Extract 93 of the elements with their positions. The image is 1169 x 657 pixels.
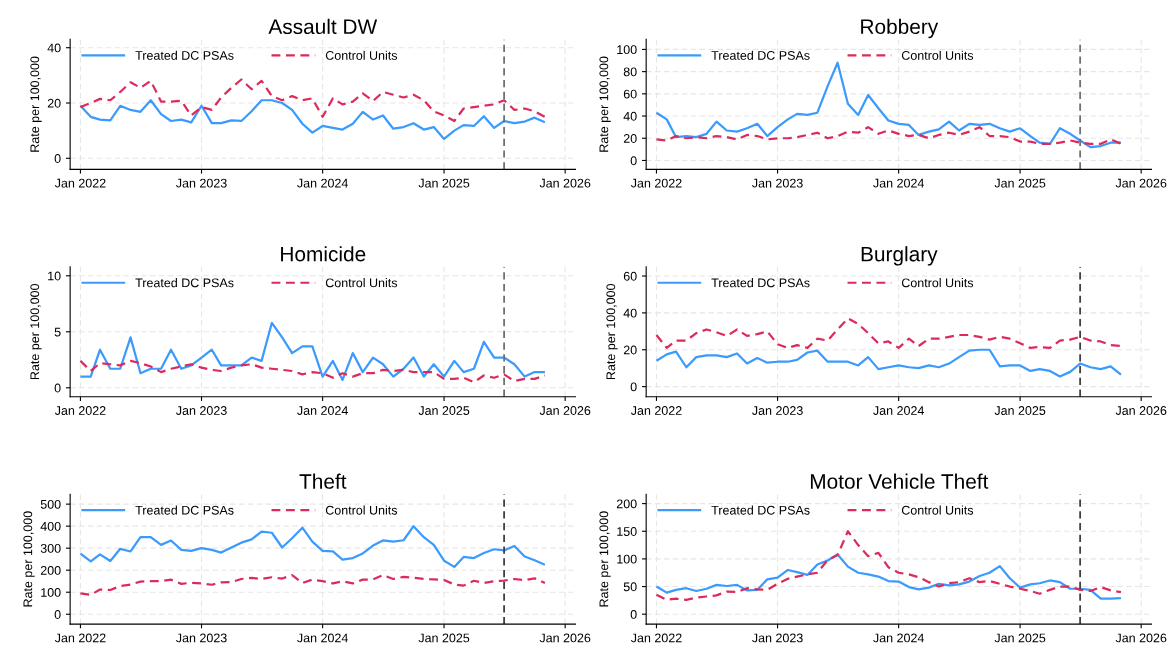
- y-tick-label: 60: [623, 89, 637, 99]
- y-axis-title: Rate per 100,000: [606, 283, 618, 380]
- y-tick-label: 60: [623, 271, 637, 281]
- x-tick-label: Jan 2024: [873, 406, 925, 415]
- y-tick-label: 0: [630, 156, 637, 166]
- x-tick-label: Jan 2025: [994, 178, 1046, 188]
- y-tick-label: 0: [630, 382, 637, 392]
- x-tick-label: Jan 2024: [297, 406, 348, 415]
- y-tick-label: 50: [623, 582, 637, 592]
- y-tick-label: 0: [54, 610, 61, 619]
- y-axis-title: Rate per 100,000: [599, 511, 611, 607]
- legend-label: Control Units: [325, 278, 398, 288]
- legend-label: Control Units: [901, 278, 974, 288]
- x-tick-label: Jan 2023: [176, 633, 227, 643]
- x-tick-label: Jan 2022: [54, 633, 106, 643]
- legend-label: Treated DC PSAs: [711, 278, 810, 288]
- chart-title: Assault DW: [268, 18, 378, 35]
- y-tick-label: 40: [623, 308, 637, 318]
- legend-label: Treated DC PSAs: [135, 505, 234, 515]
- y-tick-label: 20: [623, 345, 637, 355]
- y-tick-label: 300: [40, 543, 61, 553]
- x-tick-label: Jan 2024: [873, 178, 925, 188]
- legend-label: Treated DC PSAs: [135, 278, 234, 288]
- x-tick-label: Jan 2022: [54, 178, 106, 188]
- line-series: [655, 348, 1123, 378]
- legend-label: Control Units: [325, 505, 398, 515]
- y-tick-label: 5: [54, 327, 61, 337]
- y-tick-label: 0: [54, 383, 61, 393]
- x-tick-label: Jan 2024: [297, 633, 348, 643]
- x-tick-label: Jan 2026: [1115, 178, 1167, 188]
- y-axis-title: Rate per 100,000: [30, 283, 42, 380]
- y-tick-label: 500: [40, 499, 61, 509]
- y-axis-title: Rate per 100,000: [30, 56, 42, 152]
- chart-title: Theft: [299, 473, 347, 489]
- x-tick-label: Jan 2025: [418, 633, 470, 643]
- y-tick-label: 20: [623, 134, 637, 143]
- line-series: [79, 573, 547, 596]
- x-tick-label: Jan 2022: [630, 406, 682, 415]
- legend-label: Treated DC PSAs: [135, 50, 234, 60]
- legend-label: Treated DC PSAs: [711, 50, 810, 60]
- y-tick-label: 40: [623, 111, 637, 121]
- line-series: [79, 99, 547, 141]
- x-tick-label: Jan 2022: [54, 406, 106, 415]
- y-tick-label: 80: [623, 67, 637, 77]
- x-tick-label: Jan 2026: [539, 178, 591, 188]
- x-tick-label: Jan 2025: [994, 633, 1046, 643]
- y-tick-label: 40: [47, 43, 61, 53]
- x-tick-label: Jan 2025: [418, 406, 470, 415]
- y-axis-title: Rate per 100,000: [599, 56, 611, 152]
- x-tick-label: Jan 2024: [297, 178, 348, 188]
- line-series: [655, 126, 1123, 145]
- y-tick-label: 200: [40, 565, 61, 575]
- line-series: [79, 359, 547, 384]
- y-tick-label: 150: [617, 527, 637, 536]
- chart-title: Burglary: [861, 246, 938, 266]
- x-tick-label: Jan 2026: [539, 633, 591, 643]
- x-tick-label: Jan 2023: [176, 178, 227, 188]
- y-tick-label: 400: [40, 521, 61, 531]
- y-tick-label: 200: [616, 499, 637, 509]
- x-tick-label: Jan 2025: [418, 178, 470, 188]
- x-tick-label: Jan 2023: [752, 633, 803, 643]
- chart-title: Homicide: [281, 246, 366, 262]
- x-tick-label: Jan 2022: [630, 633, 682, 643]
- legend-label: Control Units: [901, 505, 974, 515]
- line-series: [655, 553, 1123, 600]
- x-tick-label: Jan 2026: [1115, 406, 1167, 415]
- x-tick-label: Jan 2026: [539, 406, 591, 415]
- line-series: [79, 78, 547, 123]
- chart-title: Robbery: [861, 18, 939, 39]
- line-series: [655, 61, 1123, 149]
- y-tick-label: 0: [54, 154, 61, 163]
- y-tick-label: 100: [41, 588, 61, 597]
- y-tick-label: 10: [48, 271, 61, 281]
- y-tick-label: 100: [617, 554, 637, 564]
- y-axis-title: Rate per 100,000: [23, 511, 35, 607]
- x-tick-label: Jan 2023: [752, 406, 803, 415]
- x-tick-label: Jan 2023: [176, 406, 227, 415]
- legend-label: Control Units: [901, 50, 974, 60]
- x-tick-label: Jan 2022: [630, 178, 682, 188]
- x-tick-label: Jan 2023: [752, 178, 803, 188]
- chart-title: Motor Vehicle Theft: [810, 473, 989, 489]
- x-tick-label: Jan 2026: [1115, 633, 1167, 643]
- legend-label: Control Units: [325, 50, 398, 60]
- legend-label: Treated DC PSAs: [711, 505, 810, 515]
- y-tick-label: 100: [617, 45, 637, 55]
- line-series: [79, 525, 547, 568]
- y-tick-label: 20: [47, 98, 61, 108]
- x-tick-label: Jan 2025: [994, 406, 1046, 415]
- x-tick-label: Jan 2024: [873, 633, 925, 643]
- line-series: [655, 530, 1123, 601]
- line-series: [655, 317, 1123, 350]
- line-series: [79, 321, 547, 382]
- y-tick-label: 0: [630, 610, 637, 619]
